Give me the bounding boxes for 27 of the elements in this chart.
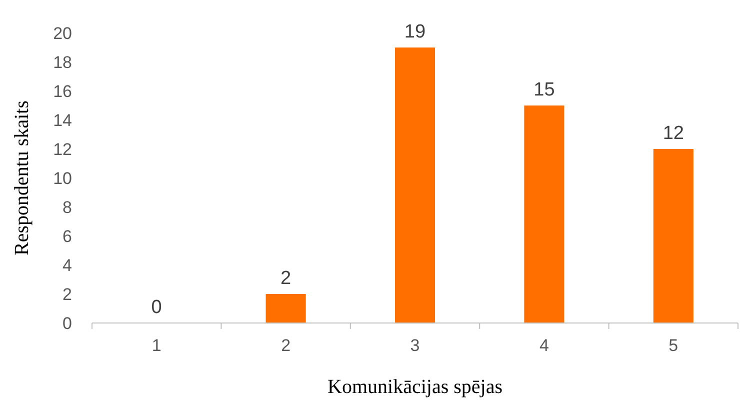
data-label: 2: [280, 268, 292, 289]
data-label: 0: [151, 297, 162, 318]
y-tick-label: 6: [62, 226, 72, 246]
x-tick-label: 5: [668, 336, 678, 355]
y-tick-label: 18: [53, 52, 72, 72]
x-tick-label: 2: [281, 336, 291, 355]
x-tick-label: 1: [152, 336, 162, 355]
y-tick-label: 2: [62, 284, 72, 304]
y-tick-label: 0: [62, 314, 72, 333]
y-axis-title: Respondentu skaits: [11, 100, 33, 256]
bar: [524, 106, 564, 323]
y-tick-label: 4: [62, 256, 72, 275]
data-label: 19: [404, 22, 426, 42]
y-tick-label: 10: [53, 168, 72, 188]
y-tick-label: 20: [53, 24, 72, 43]
data-label: 15: [534, 80, 555, 100]
bar: [266, 294, 306, 323]
bar: [394, 48, 436, 323]
y-tick-label: 8: [62, 198, 72, 217]
y-tick-label: 12: [53, 140, 72, 159]
data-label: 12: [662, 123, 684, 144]
y-tick-label: 16: [53, 82, 72, 101]
x-tick-label: 3: [410, 336, 420, 355]
bar: [653, 149, 694, 323]
x-tick-label: 4: [539, 336, 549, 355]
y-tick-label: 14: [53, 110, 72, 130]
x-axis-title: Komunikācijas spējas: [328, 376, 503, 398]
